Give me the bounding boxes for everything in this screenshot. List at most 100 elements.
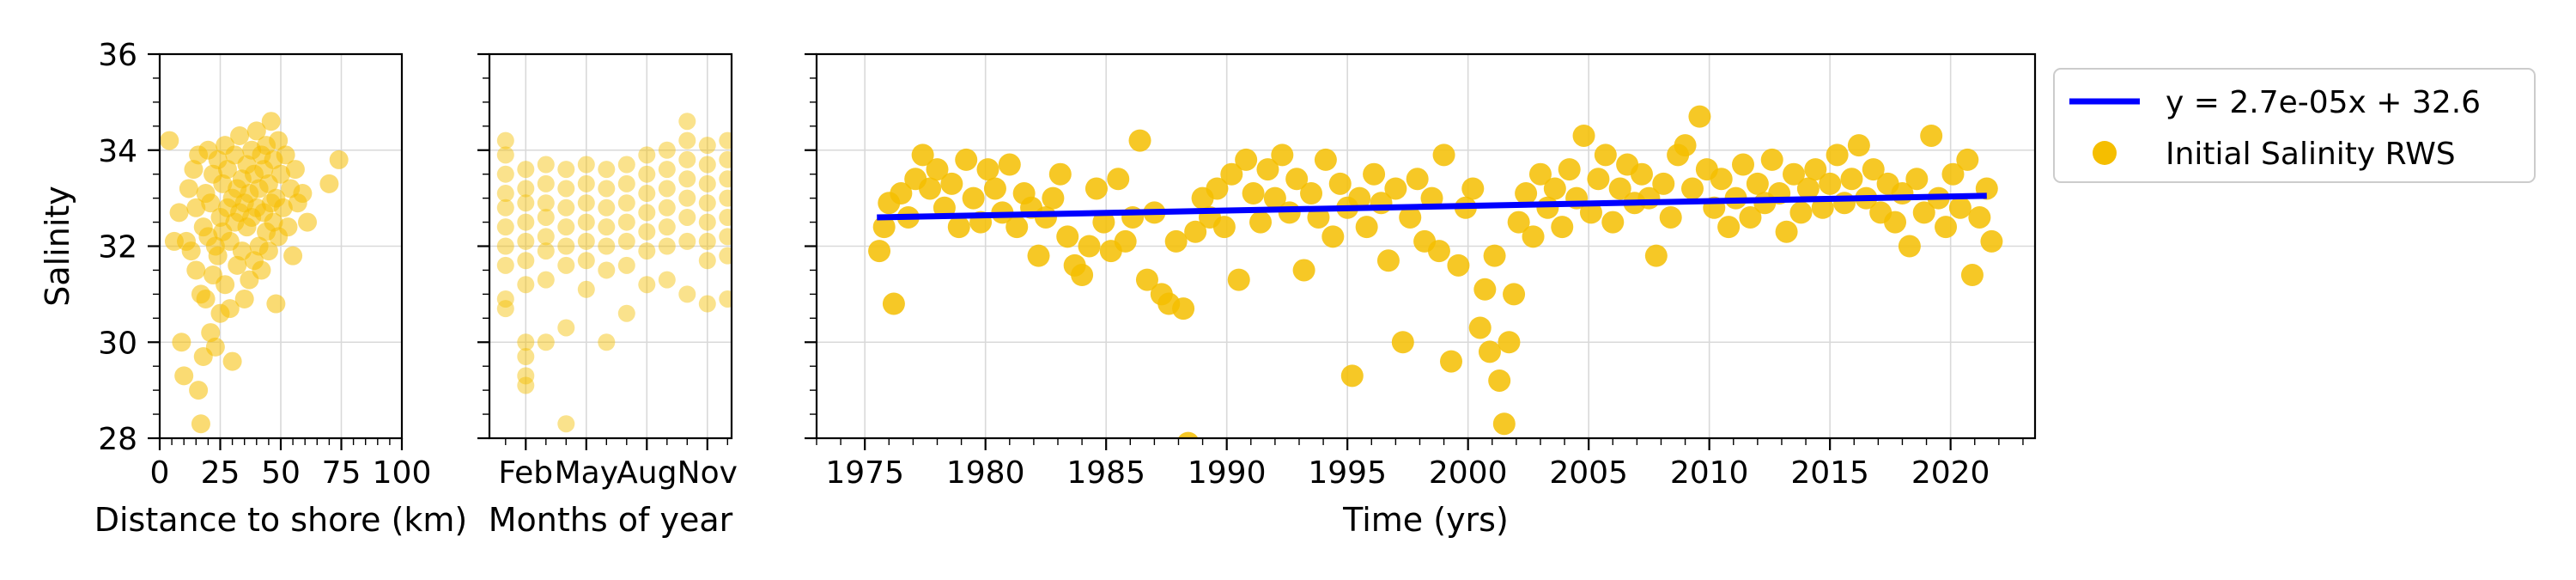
- data-point: [1461, 177, 1485, 200]
- data-point: [160, 131, 179, 150]
- data-point: [598, 180, 616, 198]
- data-point: [1321, 225, 1345, 248]
- data-point: [976, 158, 999, 181]
- data-point: [1783, 162, 1806, 186]
- data-point: [1515, 182, 1538, 205]
- data-point: [1071, 264, 1094, 287]
- data-point: [678, 208, 696, 226]
- data-point: [617, 304, 635, 322]
- data-point: [1128, 129, 1151, 152]
- data-point: [598, 333, 616, 351]
- data-point: [186, 198, 206, 217]
- data-point: [926, 158, 949, 181]
- x-tick-label: 1985: [1066, 455, 1145, 491]
- data-point: [698, 194, 716, 212]
- data-point: [1941, 162, 1965, 186]
- data-point: [266, 294, 286, 314]
- data-point: [1227, 268, 1250, 291]
- data-point: [1005, 216, 1029, 239]
- data-point: [698, 295, 716, 313]
- data-point: [213, 174, 233, 193]
- data-point: [1935, 216, 1958, 239]
- data-point: [678, 170, 696, 188]
- data-point: [698, 232, 716, 250]
- data-point: [285, 160, 305, 180]
- data-point: [1594, 143, 1617, 167]
- data-point: [217, 160, 237, 180]
- y-tick-label: 36: [98, 38, 137, 73]
- x-tick-label: 50: [261, 455, 301, 491]
- data-point: [658, 271, 676, 289]
- data-point: [598, 237, 616, 255]
- data-point: [719, 208, 732, 226]
- data-point: [258, 241, 278, 261]
- data-point: [638, 204, 656, 222]
- data-point: [658, 180, 676, 198]
- data-point: [698, 213, 716, 231]
- data-point: [658, 141, 676, 159]
- data-point: [598, 198, 616, 217]
- data-point: [1980, 229, 2003, 253]
- data-point: [698, 156, 716, 174]
- legend: y = 2.7e-05x + 32.6 Initial Salinity RWS: [2053, 68, 2536, 183]
- data-point: [1905, 168, 1929, 191]
- legend-scatter-swatch: [2093, 141, 2117, 165]
- data-point: [678, 285, 696, 303]
- data-point: [617, 174, 635, 192]
- data-point: [947, 216, 970, 239]
- data-point: [882, 292, 905, 315]
- data-point: [1507, 211, 1530, 234]
- data-point: [1300, 182, 1323, 205]
- data-point: [1498, 331, 1521, 354]
- data-point: [269, 131, 289, 150]
- data-point: [293, 184, 313, 204]
- data-point: [216, 275, 235, 295]
- data-point: [174, 366, 194, 386]
- data-point: [537, 228, 555, 246]
- data-point: [678, 113, 696, 131]
- data-point: [1399, 205, 1422, 229]
- data-point: [658, 161, 676, 179]
- data-point: [1558, 158, 1581, 181]
- data-point: [1249, 211, 1273, 234]
- data-point: [1840, 168, 1863, 191]
- data-point: [1427, 240, 1450, 263]
- data-point: [273, 198, 293, 217]
- data-point: [329, 150, 349, 169]
- data-point: [678, 189, 696, 207]
- x-axis-title: Time (yrs): [1342, 501, 1509, 539]
- data-point: [872, 216, 896, 239]
- data-point: [1536, 196, 1559, 219]
- x-tick-label: 25: [201, 455, 240, 491]
- data-point: [537, 208, 555, 226]
- data-point: [496, 198, 514, 217]
- data-point: [1406, 168, 1429, 191]
- x-axis-title: Distance to shore (km): [94, 501, 468, 539]
- data-point: [179, 179, 198, 198]
- data-point: [496, 146, 514, 164]
- data-point: [911, 143, 934, 167]
- data-point: [517, 180, 535, 198]
- data-point: [205, 337, 225, 357]
- y-tick-label: 28: [98, 422, 137, 457]
- data-point: [1440, 350, 1463, 373]
- trend-line: [877, 192, 1987, 221]
- data-point: [1263, 186, 1286, 210]
- data-point: [868, 240, 891, 263]
- data-point: [537, 242, 555, 260]
- data-point: [983, 177, 1006, 200]
- data-point: [658, 198, 676, 217]
- data-point: [1811, 196, 1834, 219]
- x-tick-label: Aug: [617, 455, 677, 491]
- data-point: [698, 137, 716, 155]
- data-point: [496, 131, 514, 150]
- data-point: [1027, 244, 1050, 267]
- data-point: [1292, 259, 1315, 282]
- data-point: [577, 194, 595, 212]
- data-point: [222, 351, 242, 371]
- y-tick-label: 32: [98, 230, 137, 266]
- data-point: [1092, 211, 1115, 234]
- data-point: [577, 280, 595, 298]
- y-tick-label: 34: [98, 134, 137, 169]
